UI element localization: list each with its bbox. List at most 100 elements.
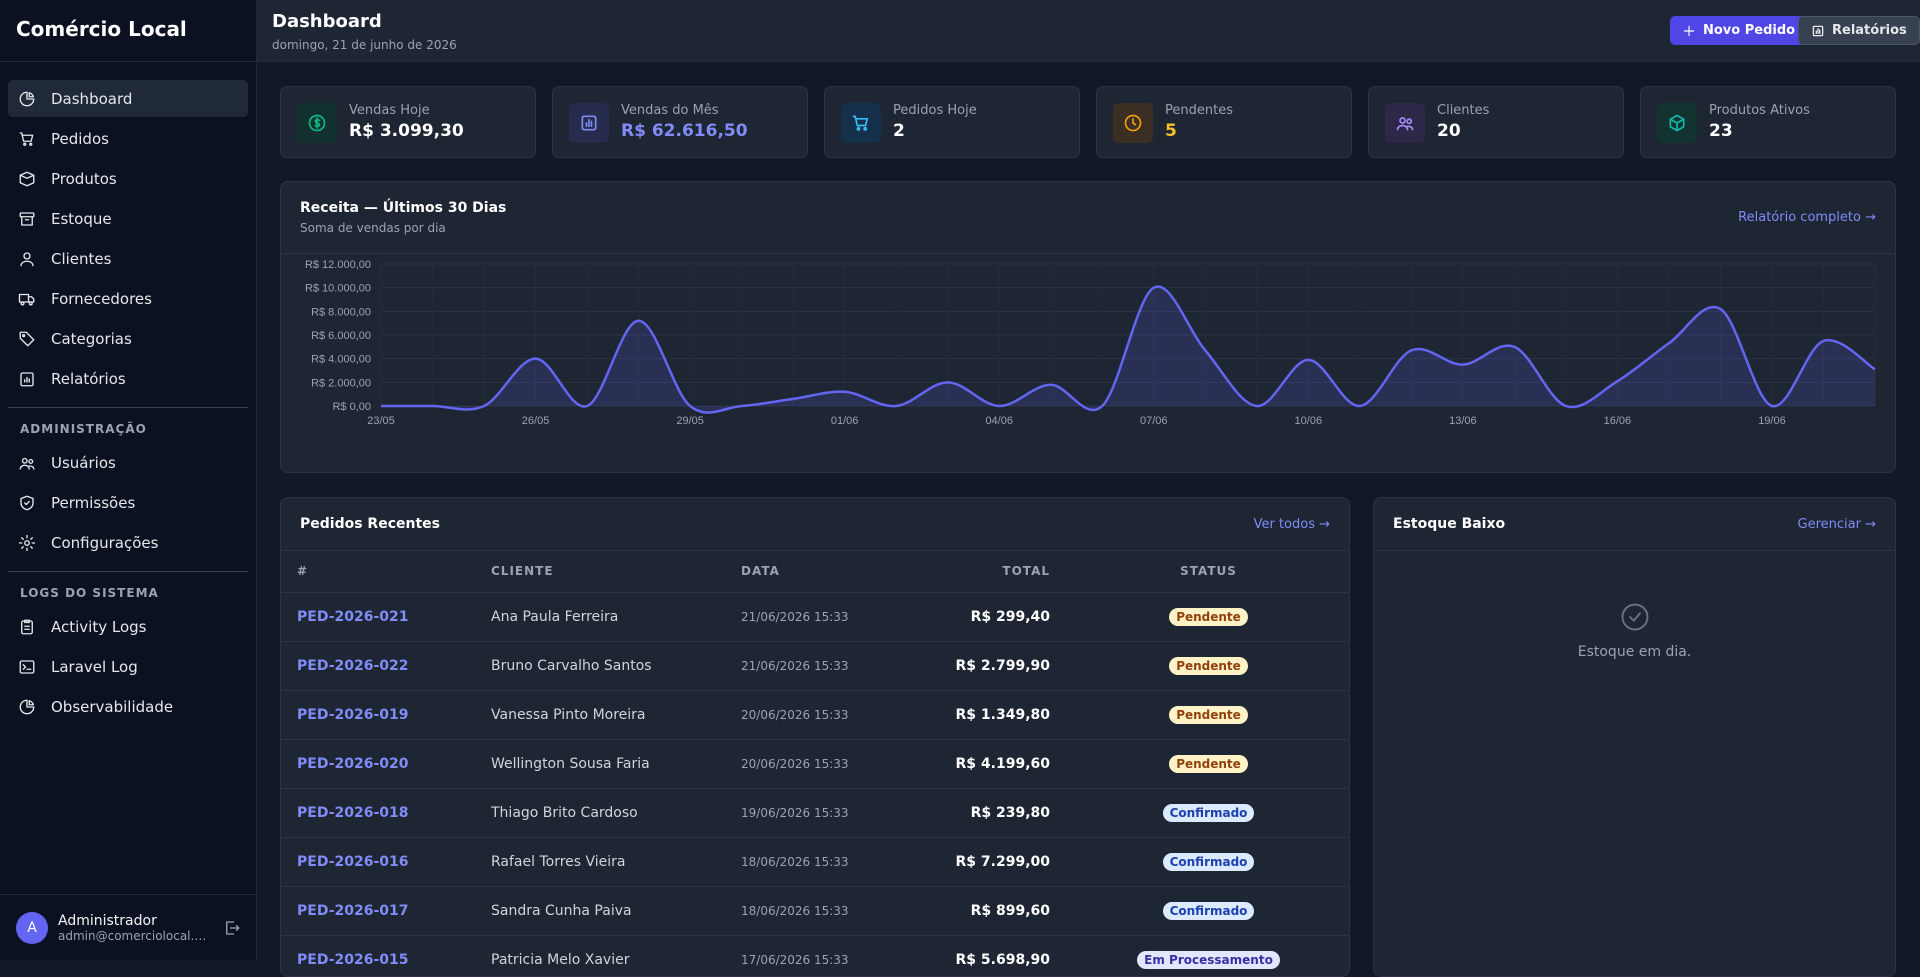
data-point	[1821, 339, 1825, 343]
stat-icon-box	[1385, 103, 1425, 143]
column-header-id: #	[281, 551, 475, 593]
order-total: R$ 1.349,80	[910, 690, 1066, 740]
sidebar-item-label: Fornecedores	[51, 289, 152, 308]
data-point	[482, 404, 486, 408]
users-icon	[1396, 117, 1414, 131]
label-icon	[19, 331, 35, 346]
order-status: Em Processamento	[1066, 935, 1349, 976]
table-row[interactable]: PED-2026-021 Ana Paula Ferreira 21/06/2026…	[281, 592, 1349, 642]
status-badge: Confirmado	[1162, 803, 1255, 822]
y-tick-label: R$ 10.000,00	[305, 283, 371, 295]
sidebar-item-fornecedores[interactable]: Fornecedores	[8, 280, 248, 317]
low-stock-card: Estoque Baixo Gerenciar → Estoque em dia…	[1373, 497, 1896, 977]
order-total: R$ 5.698,90	[910, 935, 1066, 976]
sidebar-item-label: Pedidos	[51, 129, 109, 148]
see-all-link[interactable]: Ver todos →	[1253, 517, 1330, 532]
stat-value: 2	[893, 121, 905, 141]
data-point	[585, 404, 589, 408]
sidebar-item-configuracoes[interactable]: Configurações	[8, 524, 248, 561]
data-point	[1667, 341, 1671, 345]
order-status: Pendente	[1066, 739, 1349, 789]
status-badge: Pendente	[1169, 607, 1248, 626]
column-header-total: TOTAL	[910, 551, 1066, 593]
order-total: R$ 2.799,90	[910, 641, 1066, 691]
order-date: 17/06/2026 15:33	[725, 935, 910, 976]
y-tick-label: R$ 0,00	[332, 401, 371, 413]
sidebar-item-observabilidade[interactable]: Observabilidade	[8, 688, 248, 725]
sidebar-item-pedidos[interactable]: Pedidos	[8, 120, 248, 157]
status-badge: Pendente	[1169, 656, 1248, 675]
sidebar-item-activity-logs[interactable]: Activity Logs	[8, 608, 248, 645]
table-row[interactable]: PED-2026-015 Patricia Melo Xavier 17/06/20…	[281, 935, 1349, 976]
order-total: R$ 299,40	[910, 592, 1066, 642]
pie-chart-icon	[19, 91, 35, 106]
order-date: 20/06/2026 15:33	[725, 739, 910, 789]
sidebar-item-label: Categorias	[51, 329, 132, 348]
sidebar-item-permissoes[interactable]: Permissões	[8, 484, 248, 521]
logout-icon[interactable]	[223, 919, 241, 937]
new-order-button[interactable]: Novo Pedido	[1670, 16, 1808, 45]
data-point	[843, 390, 847, 394]
clock-icon	[1124, 114, 1142, 132]
order-id[interactable]: PED-2026-021	[281, 592, 475, 642]
status-badge: Confirmado	[1162, 852, 1255, 871]
x-tick-label: 04/06	[985, 415, 1013, 427]
x-tick-label: 07/06	[1140, 415, 1168, 427]
order-id[interactable]: PED-2026-018	[281, 788, 475, 838]
reports-button[interactable]: Relatórios	[1798, 16, 1920, 45]
manage-link[interactable]: Gerenciar →	[1797, 517, 1876, 532]
order-client: Ana Paula Ferreira	[475, 592, 725, 642]
avatar[interactable]: A	[16, 911, 48, 944]
order-date: 21/06/2026 15:33	[725, 641, 910, 691]
revenue-card: Receita — Últimos 30 Dias Soma de vendas…	[280, 181, 1896, 473]
sidebar-item-dashboard[interactable]: Dashboard	[8, 80, 248, 117]
table-row[interactable]: PED-2026-019 Vanessa Pinto Moreira 20/06/2…	[281, 690, 1349, 740]
stat-value: 23	[1709, 121, 1733, 141]
data-point	[1615, 379, 1619, 383]
clipboard-list-icon	[21, 619, 33, 634]
sidebar-item-relatorios[interactable]: Relatórios	[8, 360, 248, 397]
sidebar-item-label: Configurações	[51, 533, 159, 552]
sidebar-item-usuarios[interactable]: Usuários	[8, 444, 248, 481]
order-total: R$ 899,60	[910, 886, 1066, 936]
data-point	[894, 404, 898, 408]
order-id[interactable]: PED-2026-016	[281, 837, 475, 887]
data-point	[1409, 348, 1413, 352]
bar-chart-icon	[581, 115, 597, 131]
stat-label: Pedidos Hoje	[893, 103, 977, 118]
order-id[interactable]: PED-2026-020	[281, 739, 475, 789]
stat-card-vendas-mes: Vendas do Mês R$ 62.616,50	[552, 86, 808, 158]
data-point	[1873, 367, 1877, 371]
divider	[8, 571, 248, 572]
stat-icon-box	[1113, 103, 1153, 143]
sidebar-item-estoque[interactable]: Estoque	[8, 200, 248, 237]
table-row[interactable]: PED-2026-022 Bruno Carvalho Santos 21/06/2…	[281, 641, 1349, 691]
full-report-link[interactable]: Relatório completo →	[1738, 210, 1876, 225]
data-point	[1461, 363, 1465, 367]
order-id[interactable]: PED-2026-017	[281, 886, 475, 936]
sidebar-item-label: Observabilidade	[51, 697, 174, 716]
order-id[interactable]: PED-2026-015	[281, 935, 475, 976]
order-id[interactable]: PED-2026-019	[281, 690, 475, 740]
reports-label: Relatórios	[1832, 23, 1907, 38]
archive-icon	[19, 211, 35, 226]
y-tick-label: R$ 6.000,00	[311, 330, 371, 342]
user-email: admin@comerciolocal.com.br	[58, 928, 208, 943]
orders-table: # CLIENTE DATA TOTAL STATUS PED-2026-021…	[281, 551, 1349, 976]
table-row[interactable]: PED-2026-020 Wellington Sousa Faria 20/06/…	[281, 739, 1349, 789]
sidebar-item-clientes[interactable]: Clientes	[8, 240, 248, 277]
revenue-chart: R$ 0,00 R$ 2.000,00 R$ 4.000,00 R$ 6.000,00…	[305, 259, 1877, 427]
sidebar-item-laravel-log[interactable]: Laravel Log	[8, 648, 248, 685]
y-tick-label: R$ 12.000,00	[305, 259, 371, 271]
order-date: 19/06/2026 15:33	[725, 788, 910, 838]
table-row[interactable]: PED-2026-018 Thiago Brito Cardoso 19/06/20…	[281, 788, 1349, 838]
sidebar-item-produtos[interactable]: Produtos	[8, 160, 248, 197]
data-point	[1718, 307, 1722, 311]
table-row[interactable]: PED-2026-017 Sandra Cunha Paiva 18/06/2026…	[281, 886, 1349, 936]
stat-icon-box	[569, 103, 609, 143]
stat-card-pedidos-hoje: Pedidos Hoje 2	[824, 86, 1080, 158]
order-id[interactable]: PED-2026-022	[281, 641, 475, 691]
sidebar-item-categorias[interactable]: Categorias	[8, 320, 248, 357]
table-row[interactable]: PED-2026-016 Rafael Torres Vieira 18/06/20…	[281, 837, 1349, 887]
data-point	[740, 404, 744, 408]
